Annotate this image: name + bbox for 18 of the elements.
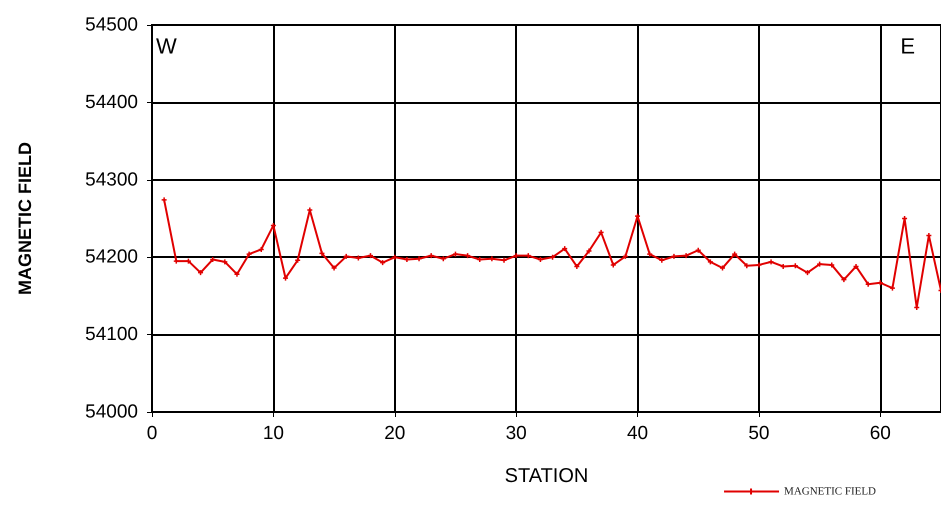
y-tick-label: 54400: [85, 92, 138, 113]
y-tick-label: 54300: [85, 169, 138, 190]
annotation: E: [900, 34, 916, 58]
y-axis-title: MAGNETIC FIELD: [15, 142, 35, 295]
x-axis-title: STATION: [504, 465, 588, 487]
x-tick-label: 50: [748, 423, 770, 444]
x-tick-label: 10: [262, 423, 284, 444]
x-tick-label: 0: [146, 423, 158, 444]
x-tick-label: 40: [626, 423, 648, 444]
legend-label: MAGNETIC FIELD: [784, 486, 876, 498]
y-tick-label: 54200: [85, 246, 138, 268]
annotation: W: [156, 34, 177, 58]
y-tick-label: 54100: [85, 324, 138, 346]
x-tick-label: 60: [870, 423, 891, 444]
x-tick-label: 20: [384, 423, 406, 444]
y-tick-label: 54000: [85, 402, 138, 422]
y-tick-label: 54500: [85, 14, 138, 36]
x-tick-label: 30: [506, 423, 527, 444]
